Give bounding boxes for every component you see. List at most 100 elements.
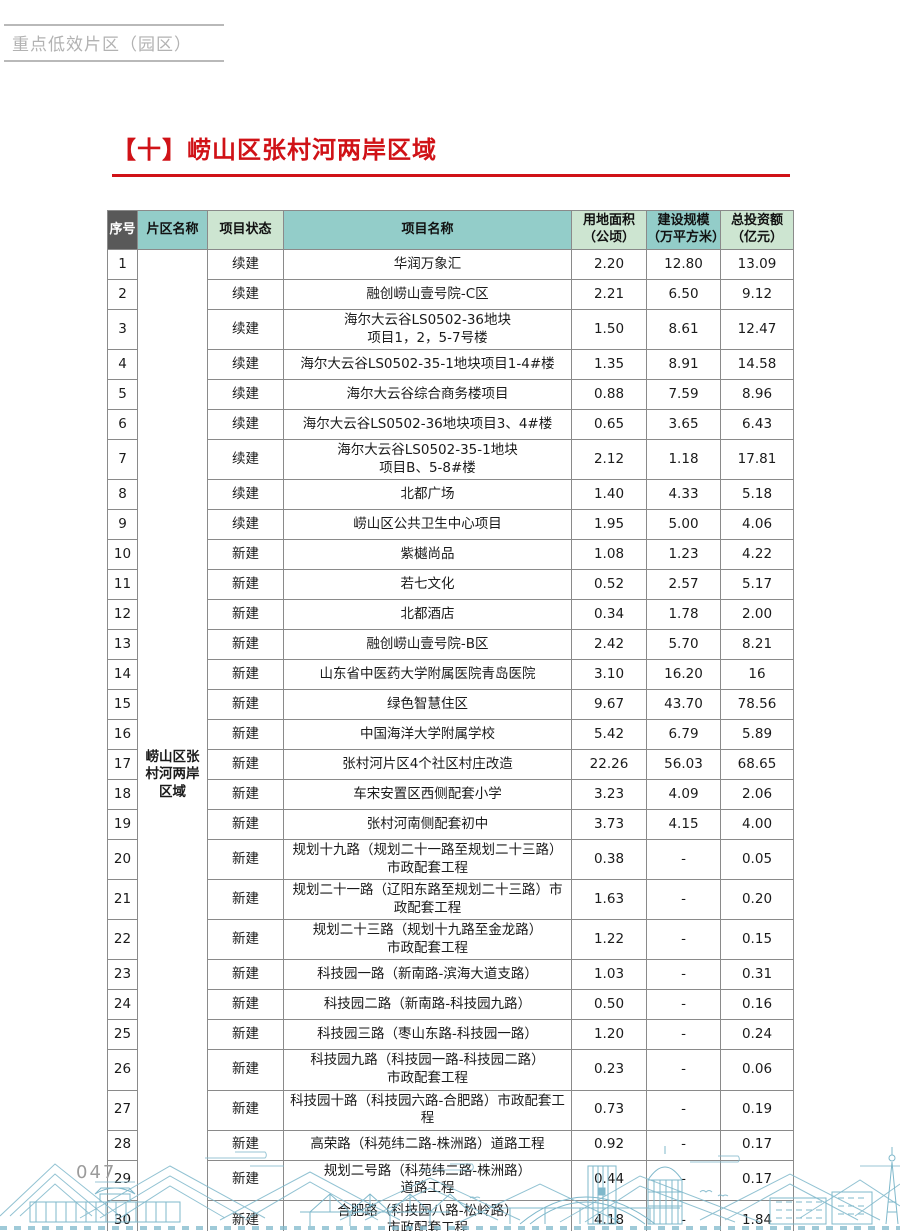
total-investment: 0.15 [720, 919, 794, 961]
table-row: 26 新建 科技园九路（科技园一路-科技园二路） 市政配套工程 0.23-0.06 [107, 1049, 794, 1091]
land-area: 1.40 [571, 479, 647, 511]
row-number: 7 [107, 439, 138, 481]
header-district: 片区名称 [137, 210, 208, 250]
project-status: 新建 [207, 629, 284, 661]
construction-scale: - [646, 1089, 721, 1131]
table-row: 27 新建 科技园十路（科技园六路-合肥路）市政配套工程 0.73-0.19 [107, 1089, 794, 1131]
row-number: 11 [107, 569, 138, 601]
table-row: 21 新建 规划二十一路（辽阳东路至规划二十三路）市政配套工程 1.63-0.20 [107, 879, 794, 921]
header-status: 项目状态 [207, 210, 284, 250]
header-area: 用地面积 （公顷） [571, 210, 647, 250]
land-area: 1.63 [571, 879, 647, 921]
table-row: 15 新建 绿色智慧住区 9.67 43.70 78.56 [107, 689, 794, 721]
project-name: 规划十九路（规划二十一路至规划二十三路）市政配套工程 [283, 839, 572, 881]
project-name: 科技园一路（新南路-滨海大道支路） [283, 959, 572, 991]
project-name: 紫樾尚品 [283, 539, 572, 571]
table-row: 19 新建 张村河南侧配套初中 3.73 4.15 4.00 [107, 809, 794, 841]
table-row: 23 新建 科技园一路（新南路-滨海大道支路） 1.03-0.31 [107, 959, 794, 991]
construction-scale: 2.57 [646, 569, 721, 601]
row-number: 28 [107, 1129, 138, 1161]
project-name: 海尔大云谷综合商务楼项目 [283, 379, 572, 411]
table-row: 17 新建 张村河片区4个社区村庄改造 22.26 56.03 68.65 [107, 749, 794, 781]
project-status: 续建 [207, 279, 284, 310]
row-number: 13 [107, 629, 138, 661]
total-investment: 0.20 [720, 879, 794, 921]
land-area: 3.10 [571, 659, 647, 691]
project-status: 续建 [207, 479, 284, 511]
construction-scale: - [646, 1129, 721, 1161]
project-name: 合肥路（科技园八路-松岭路） 市政配套工程 [283, 1199, 572, 1231]
page-title: 【十】崂山区张村河两岸区域 [112, 136, 437, 164]
total-investment: 8.21 [720, 629, 794, 661]
project-name: 中国海洋大学附属学校 [283, 719, 572, 751]
row-number: 23 [107, 959, 138, 991]
header-scale: 建设规模 （万平方米） [646, 210, 721, 250]
project-status: 续建 [207, 308, 284, 351]
construction-scale: 6.50 [646, 279, 721, 310]
construction-scale: 12.80 [646, 249, 721, 280]
construction-scale: 1.18 [646, 439, 721, 481]
project-name: 融创崂山壹号院-C区 [283, 279, 572, 310]
table-row: 6 续建 海尔大云谷LS0502-36地块项目3、4#楼 0.65 3.65 6.43 [107, 409, 794, 441]
land-area: 1.35 [571, 349, 647, 381]
project-name: 张村河南侧配套初中 [283, 809, 572, 841]
table-row: 12 新建 北都酒店 0.34 1.78 2.00 [107, 599, 794, 631]
project-name: 规划二十一路（辽阳东路至规划二十三路）市政配套工程 [283, 879, 572, 921]
row-number: 17 [107, 749, 138, 781]
project-name: 车宋安置区西侧配套小学 [283, 779, 572, 811]
total-investment: 12.47 [720, 308, 794, 351]
table-row: 16 新建 中国海洋大学附属学校 5.42 6.79 5.89 [107, 719, 794, 751]
row-number: 16 [107, 719, 138, 751]
total-investment: 0.24 [720, 1019, 794, 1051]
total-investment: 0.06 [720, 1049, 794, 1091]
total-investment: 6.43 [720, 409, 794, 441]
project-status: 新建 [207, 959, 284, 991]
construction-scale: 7.59 [646, 379, 721, 411]
construction-scale: 1.78 [646, 599, 721, 631]
project-status: 新建 [207, 1089, 284, 1131]
project-status: 新建 [207, 569, 284, 601]
row-number: 25 [107, 1019, 138, 1051]
construction-scale: - [646, 1049, 721, 1091]
land-area: 0.38 [571, 839, 647, 881]
row-number: 12 [107, 599, 138, 631]
section-title-block: 【十】崂山区张村河两岸区域 [112, 130, 790, 177]
table-row: 25 新建 科技园三路（枣山东路-科技园一路） 1.20-0.24 [107, 1019, 794, 1051]
construction-scale: 5.70 [646, 629, 721, 661]
total-investment: 16 [720, 659, 794, 691]
project-name: 绿色智慧住区 [283, 689, 572, 721]
project-status: 新建 [207, 1019, 284, 1051]
total-investment: 14.58 [720, 349, 794, 381]
land-area: 2.21 [571, 279, 647, 310]
project-name: 海尔大云谷LS0502-35-1地块项目1-4#楼 [283, 349, 572, 381]
construction-scale: 3.65 [646, 409, 721, 441]
page-number: 047 [76, 1162, 117, 1183]
row-number: 21 [107, 879, 138, 921]
header-name: 项目名称 [283, 210, 572, 250]
construction-scale: 56.03 [646, 749, 721, 781]
project-status: 新建 [207, 1159, 284, 1201]
construction-scale: - [646, 919, 721, 961]
table-row: 8 续建 北都广场 1.40 4.33 5.18 [107, 479, 794, 511]
table-row: 11 新建 若七文化 0.52 2.57 5.17 [107, 569, 794, 601]
table-row: 28 新建 高荣路（科苑纬二路-株洲路）道路工程 0.92-0.17 [107, 1129, 794, 1161]
land-area: 1.08 [571, 539, 647, 571]
header-investment: 总投资额 （亿元） [720, 210, 794, 250]
row-number: 9 [107, 509, 138, 541]
construction-scale: - [646, 879, 721, 921]
land-area: 1.03 [571, 959, 647, 991]
land-area: 0.88 [571, 379, 647, 411]
project-status: 续建 [207, 349, 284, 381]
table-row: 7 续建 海尔大云谷LS0502-35-1地块 项目B、5-8#楼 2.12 1.18 1… [107, 439, 794, 481]
project-name: 海尔大云谷LS0502-36地块 项目1，2，5-7号楼 [283, 308, 572, 351]
project-status: 新建 [207, 539, 284, 571]
project-status: 新建 [207, 599, 284, 631]
row-number: 4 [107, 349, 138, 381]
construction-scale: 6.79 [646, 719, 721, 751]
total-investment: 5.17 [720, 569, 794, 601]
land-area: 22.26 [571, 749, 647, 781]
total-investment: 5.89 [720, 719, 794, 751]
section-eyebrow: 重点低效片区（园区） [4, 24, 224, 62]
project-status: 新建 [207, 839, 284, 881]
total-investment: 0.05 [720, 839, 794, 881]
